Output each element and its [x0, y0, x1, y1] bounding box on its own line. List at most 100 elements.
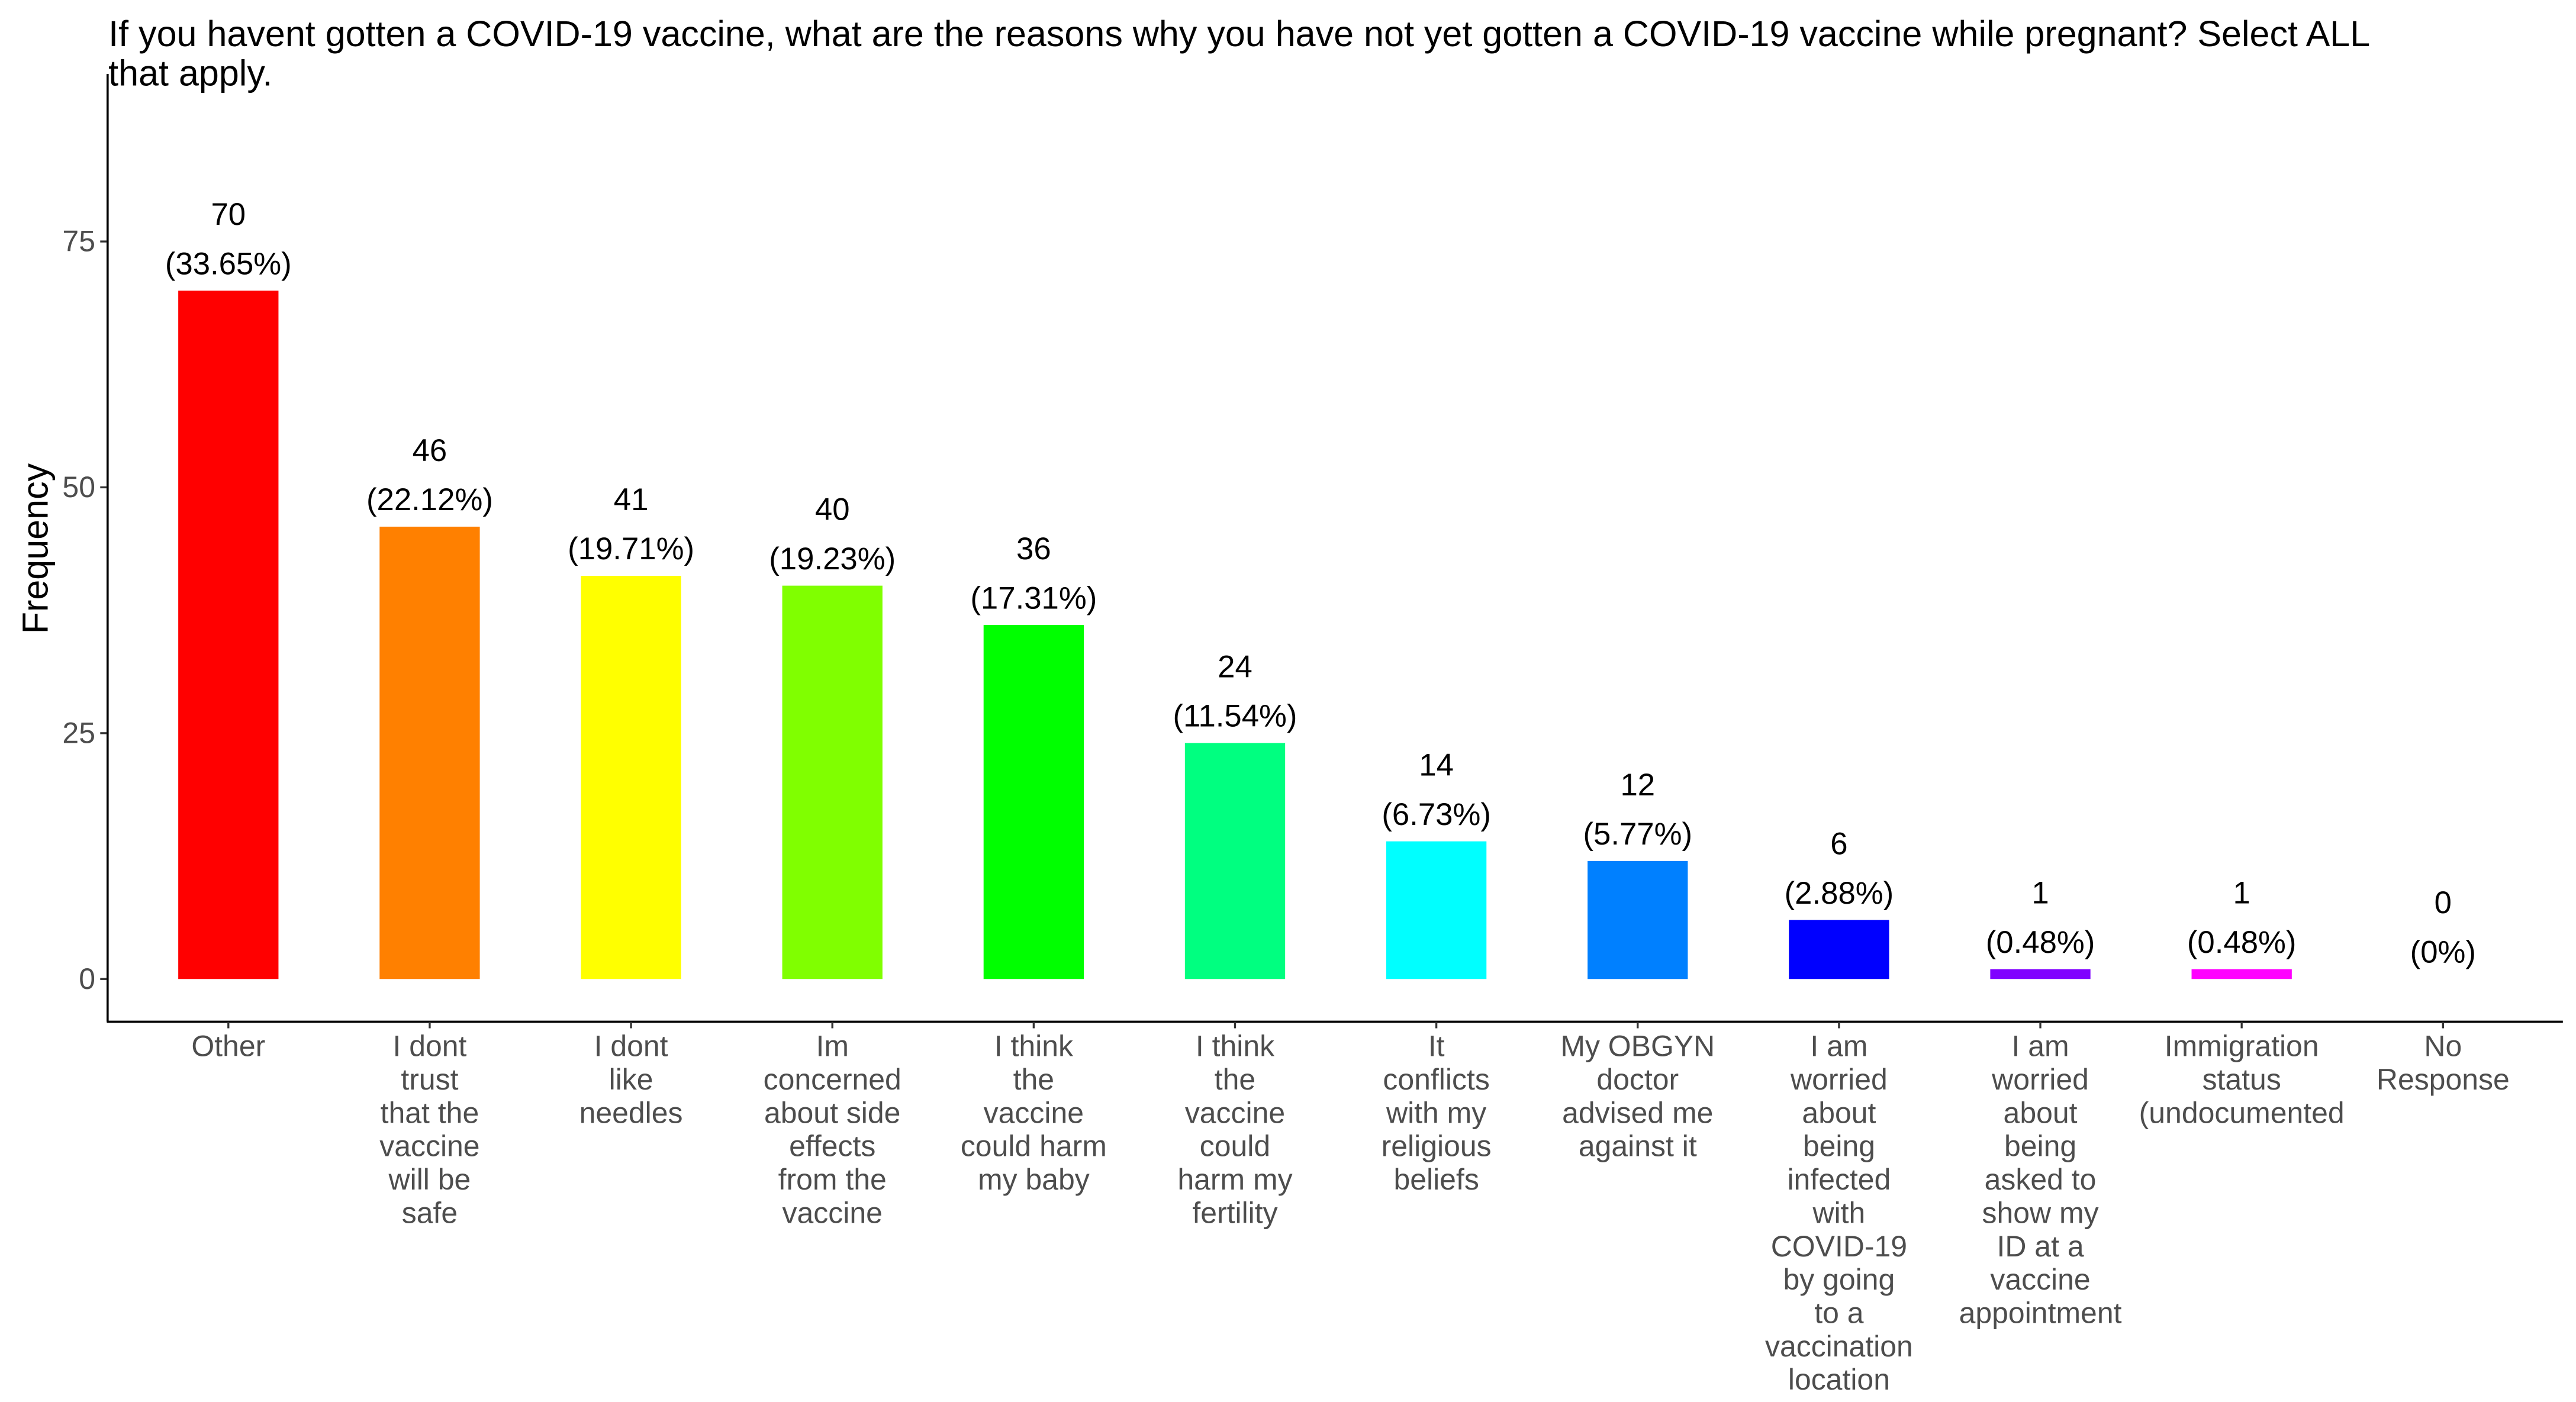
x-tick-label-line: being: [2004, 1130, 2076, 1163]
x-tick-label-line: location: [1788, 1363, 1890, 1396]
x-tick-label: Other: [191, 1030, 265, 1063]
bar-10: [2191, 969, 2292, 979]
data-label-percent: (22.12%): [366, 482, 493, 517]
data-label-percent: (2.88%): [1785, 876, 1894, 911]
chart-title-line-1: If you havent gotten a COVID-19 vaccine,…: [108, 14, 2370, 54]
x-tick-label-line: It: [1428, 1030, 1445, 1063]
x-tick-label-line: I think: [1196, 1030, 1275, 1063]
x-tick-label-line: could: [1200, 1130, 1270, 1163]
x-tick-label-line: about side: [764, 1096, 900, 1129]
x-tick-label: Im concerned about side effects from the vacc…: [764, 1030, 901, 1230]
data-label-percent: (17.31%): [970, 581, 1097, 615]
x-tick-label-line: vaccine: [379, 1130, 479, 1163]
x-tick-label-line: I dont: [392, 1030, 466, 1063]
x-tick-label-line: worried: [1790, 1063, 1888, 1096]
data-label-percent: (33.65%): [165, 246, 292, 281]
x-tick-label-line: worried: [1991, 1063, 2089, 1096]
chart-title-line-2: that apply.: [108, 53, 272, 93]
x-tick-label-line: ID at a: [1997, 1230, 2084, 1263]
x-tick-label: I think the vaccine could harm my baby: [961, 1030, 1107, 1196]
x-tick-label-line: show my: [1982, 1196, 2099, 1229]
data-label-count: 36: [1016, 531, 1051, 566]
x-tick-label-line: advised me: [1562, 1096, 1713, 1129]
x-tick-label-line: effects: [789, 1130, 875, 1163]
x-tick-label-line: needles: [579, 1096, 683, 1129]
x-tick-label-line: like: [609, 1063, 653, 1096]
bar-9: [1990, 969, 2091, 979]
x-tick-label-line: Other: [191, 1030, 265, 1063]
y-tick-label: 75: [62, 225, 95, 258]
data-label-percent: (11.54%): [1173, 699, 1297, 734]
x-tick-label-line: that the: [381, 1096, 479, 1129]
data-label-percent: (0.48%): [1986, 925, 2095, 960]
bar-5: [1184, 743, 1286, 979]
x-tick-label-line: my baby: [978, 1163, 1090, 1196]
bar-8: [1789, 920, 1889, 979]
x-tick-label-line: vaccine: [984, 1096, 1084, 1129]
x-tick-label-line: I dont: [594, 1030, 668, 1063]
y-tick-label: 25: [62, 717, 95, 750]
x-tick-label-line: vaccine: [783, 1196, 883, 1229]
x-tick-label: I am worried about being infected with COVID-1…: [1765, 1030, 1913, 1396]
x-tick-label-line: status: [2203, 1063, 2281, 1096]
x-tick-label-line: being: [1803, 1130, 1875, 1163]
x-tick-label-line: Response: [2377, 1063, 2510, 1096]
x-tick-label-line: I am: [1810, 1030, 1867, 1063]
x-tick-label-line: about: [1802, 1096, 1876, 1129]
x-tick-label-line: against it: [1579, 1130, 1697, 1163]
data-label-count: 24: [1218, 649, 1252, 684]
x-tick-label: No Response: [2377, 1030, 2510, 1096]
x-tick-label-line: conflicts: [1383, 1063, 1489, 1096]
data-label-percent: (19.23%): [769, 542, 896, 576]
x-tick-label-line: could harm: [961, 1130, 1107, 1163]
data-label-count: 40: [815, 492, 850, 527]
x-tick-label-line: concerned: [764, 1063, 901, 1096]
data-label-count: 12: [1620, 768, 1655, 802]
x-tick-label-line: I think: [994, 1030, 1074, 1063]
data-label-count: 46: [413, 433, 447, 468]
data-label-count: 1: [2233, 876, 2250, 911]
x-tick-label-line: beliefs: [1393, 1163, 1479, 1196]
x-tick-label-line: safe: [402, 1196, 458, 1229]
data-label-percent: (19.71%): [568, 531, 694, 566]
x-tick-label-line: harm my: [1177, 1163, 1292, 1196]
x-tick-label-line: doctor: [1596, 1063, 1679, 1096]
x-tick-label-line: vaccine: [1185, 1096, 1285, 1129]
bar-3: [782, 585, 883, 979]
bar-1: [379, 526, 480, 979]
data-label-count: 70: [211, 197, 246, 232]
data-label-count: 41: [614, 482, 649, 517]
data-label-percent: (0%): [2410, 935, 2476, 970]
x-tick-label-line: vaccine: [1990, 1263, 2090, 1296]
x-tick-label-line: Im: [816, 1030, 848, 1063]
x-tick-label-line: about: [2004, 1096, 2078, 1129]
x-tick-label-line: No: [2424, 1030, 2462, 1063]
data-label-count: 6: [1830, 827, 1847, 862]
x-tick-label-line: the: [1013, 1063, 1054, 1096]
data-label-percent: (6.73%): [1382, 797, 1491, 832]
x-tick-label-line: appointment: [1959, 1296, 2122, 1329]
x-tick-label-line: COVID-19: [1771, 1230, 1907, 1263]
x-tick-label-line: the: [1215, 1063, 1255, 1096]
x-tick-label-line: infected: [1787, 1163, 1891, 1196]
data-label-count: 0: [2435, 885, 2452, 920]
x-tick-label: I think the vaccine could harm my fertility: [1177, 1030, 1292, 1230]
x-tick-label-line: to a: [1814, 1296, 1864, 1329]
x-tick-label-line: will be: [388, 1163, 471, 1196]
x-tick-label-line: Immigration: [2165, 1030, 2319, 1063]
x-tick-label-line: asked to: [1985, 1163, 2097, 1196]
x-tick-label: Immigration status (undocumented: [2139, 1030, 2345, 1130]
bar-0: [178, 291, 279, 979]
bar-6: [1386, 841, 1487, 979]
x-tick-label-line: religious: [1382, 1130, 1492, 1163]
bar-7: [1588, 860, 1688, 979]
data-label-count: 1: [2031, 876, 2049, 911]
data-label-percent: (0.48%): [2187, 925, 2297, 960]
y-tick-label: 50: [62, 470, 95, 504]
x-tick-label: I dont trust that the vaccine will be safe: [379, 1030, 479, 1230]
x-tick-label-line: fertility: [1192, 1196, 1277, 1229]
bar-4: [983, 625, 1084, 979]
x-tick-label-line: I am: [2011, 1030, 2069, 1063]
y-axis-label: Frequency: [15, 463, 55, 634]
